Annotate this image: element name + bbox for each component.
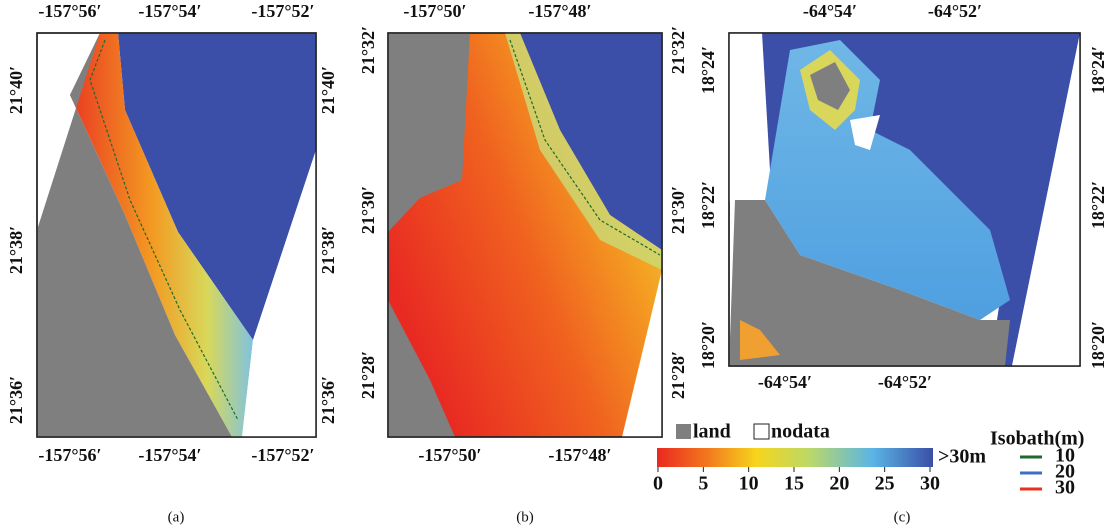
colorbar-tick-label: 5 xyxy=(698,473,708,495)
lon-tick-label: -157°48′ xyxy=(548,445,611,465)
colorbar xyxy=(657,448,933,467)
map-b xyxy=(387,32,663,438)
lat-tick-label: 18°24′ xyxy=(1088,46,1108,94)
lat-tick-label: 18°22′ xyxy=(698,181,718,229)
lat-tick-label: 18°24′ xyxy=(698,46,718,94)
lat-tick-label: 21°38′ xyxy=(318,226,338,274)
lat-tick-label: 18°20′ xyxy=(1088,321,1108,369)
colorbar-tick-label: 10 xyxy=(739,473,759,495)
panel-caption: (c) xyxy=(894,509,911,525)
lat-tick-label: 21°32′ xyxy=(668,26,688,74)
lon-tick-label: -157°50′ xyxy=(418,445,481,465)
lat-tick-label: 21°28′ xyxy=(668,351,688,399)
colorbar-tick-label: 20 xyxy=(829,473,849,495)
lon-tick-label: -157°50′ xyxy=(403,1,466,21)
lon-tick-label: -157°56′ xyxy=(38,1,101,21)
colorbar-tick-label: 15 xyxy=(784,473,804,495)
lon-tick-label: -64°54′ xyxy=(758,372,812,392)
colorbar-tick-label: 25 xyxy=(875,473,895,495)
nodata-label: nodata xyxy=(771,421,830,443)
lat-tick-label: 21°32′ xyxy=(358,26,378,74)
isobath-label: 10 xyxy=(1055,445,1075,467)
lat-tick-label: 21°38′ xyxy=(6,226,26,274)
lon-tick-label: -157°54′ xyxy=(138,445,201,465)
lat-tick-label: 21°40′ xyxy=(318,66,338,114)
lon-tick-label: -157°56′ xyxy=(38,445,101,465)
lon-tick-label: -64°52′ xyxy=(878,372,932,392)
map-a xyxy=(36,32,317,438)
lon-tick-label: -157°52′ xyxy=(251,445,314,465)
isobath-label: 30 xyxy=(1055,477,1075,499)
colorbar-tick-label: 0 xyxy=(653,473,663,495)
lon-tick-label: -157°52′ xyxy=(251,1,314,21)
lat-tick-label: 21°28′ xyxy=(358,351,378,399)
colorbar-over-label: >30m xyxy=(938,446,986,468)
lat-tick-label: 18°22′ xyxy=(1088,181,1108,229)
land-swatch xyxy=(676,424,691,439)
nodata-swatch xyxy=(753,423,770,440)
lat-tick-label: 21°30′ xyxy=(668,186,688,234)
map-c xyxy=(728,32,1081,367)
panel-caption: (a) xyxy=(168,509,185,525)
lat-tick-label: 21°30′ xyxy=(358,186,378,234)
colorbar-tick-label: 30 xyxy=(920,473,940,495)
lat-tick-label: 21°40′ xyxy=(6,66,26,114)
lon-tick-label: -157°48′ xyxy=(528,1,591,21)
lat-tick-label: 21°36′ xyxy=(318,376,338,424)
isobath-title: Isobath(m) xyxy=(990,428,1084,450)
lon-tick-label: -64°54′ xyxy=(803,1,857,21)
lon-tick-label: -157°54′ xyxy=(138,1,201,21)
isobath-label: 20 xyxy=(1055,461,1075,483)
lon-tick-label: -64°52′ xyxy=(928,1,982,21)
land-label: land xyxy=(693,421,731,443)
lat-tick-label: 18°20′ xyxy=(698,321,718,369)
lat-tick-label: 21°36′ xyxy=(6,376,26,424)
panel-caption: (b) xyxy=(516,509,534,525)
